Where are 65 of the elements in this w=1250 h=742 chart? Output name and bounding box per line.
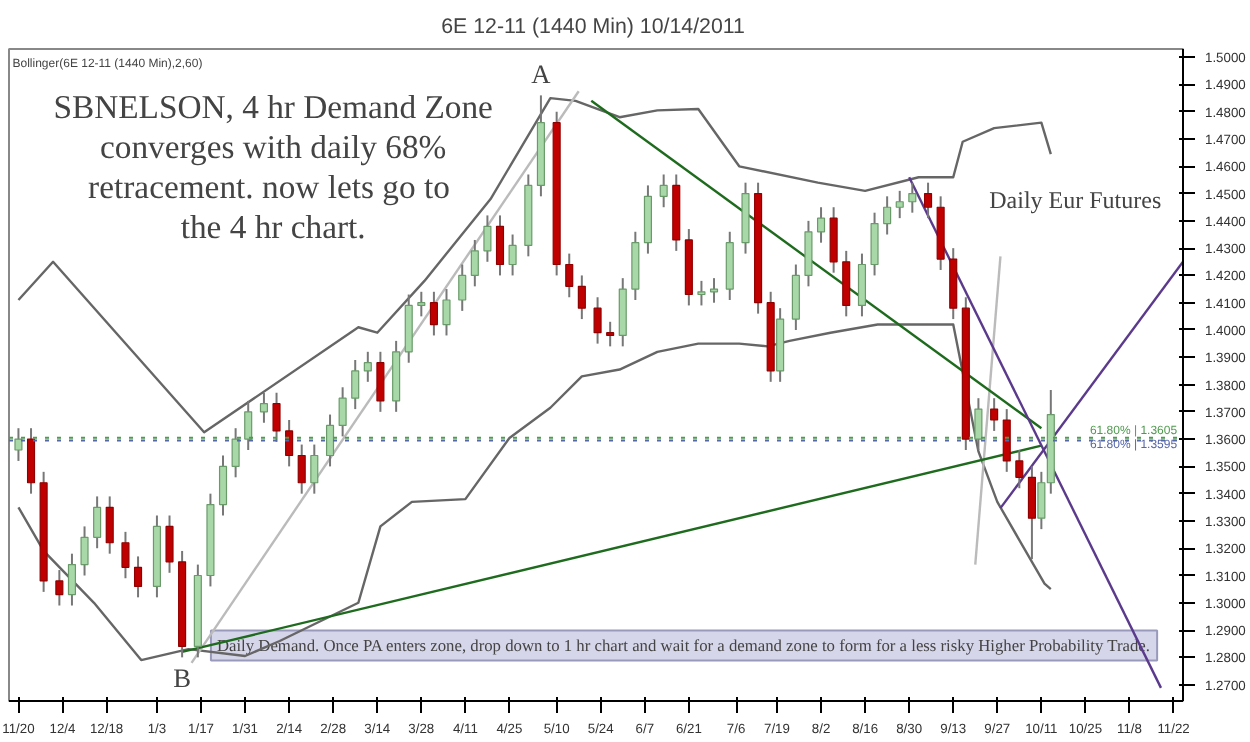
candlestick xyxy=(577,274,586,321)
candlestick xyxy=(338,386,347,438)
candlestick xyxy=(631,230,640,301)
candlestick xyxy=(93,495,102,550)
candlestick xyxy=(272,391,281,443)
candlestick xyxy=(285,419,294,468)
candlestick xyxy=(297,443,306,495)
annotation: Daily Eur Futures xyxy=(989,185,1162,214)
candlestick xyxy=(351,359,360,411)
candlestick xyxy=(857,252,867,318)
candlestick xyxy=(725,230,734,301)
candlestick xyxy=(442,288,451,337)
candlestick xyxy=(470,238,479,288)
candlestick xyxy=(816,206,826,244)
candlestick xyxy=(325,413,335,468)
candlestick xyxy=(363,350,372,383)
candlestick xyxy=(804,219,813,288)
chart-title: 6E 12-11 (1440 Min) 10/14/2011 xyxy=(441,15,746,39)
candlestick xyxy=(231,427,240,479)
annotation: B xyxy=(173,663,192,694)
annotation: SBNELSON, 4 hr Demand Zone converges with daily 68% retracement. now lets go to the 4 hr chart. xyxy=(53,88,493,246)
candlestick xyxy=(842,249,851,318)
candlestick xyxy=(791,263,800,331)
candlestick xyxy=(376,350,385,413)
candlestick xyxy=(697,279,706,307)
candlestick xyxy=(709,277,719,304)
candlestick xyxy=(483,214,492,263)
candlestick xyxy=(883,195,892,236)
candlestick xyxy=(593,296,602,345)
candlestick xyxy=(55,569,64,607)
candlestick xyxy=(259,391,269,424)
candlestick xyxy=(218,454,228,517)
candlestick xyxy=(606,320,615,348)
candlestick xyxy=(133,555,143,599)
candlestick xyxy=(495,214,505,277)
candlestick xyxy=(1015,449,1024,490)
candlestick xyxy=(659,173,668,209)
candlestick xyxy=(1002,408,1011,473)
candlestick xyxy=(895,189,904,220)
candlestick xyxy=(829,206,838,274)
annotation: A xyxy=(531,59,552,90)
candlestick xyxy=(121,530,130,580)
candlestick xyxy=(165,514,174,574)
candlestick xyxy=(14,427,23,462)
candlestick xyxy=(458,263,467,312)
candlestick xyxy=(643,184,652,255)
candlestick xyxy=(310,443,319,495)
candlestick xyxy=(1027,465,1036,561)
candlestick xyxy=(80,525,89,577)
candlestick xyxy=(26,427,36,495)
candlestick xyxy=(404,293,413,364)
line-series xyxy=(17,96,1053,434)
candlestick xyxy=(67,552,77,607)
candlestick xyxy=(923,181,933,220)
candlestick xyxy=(870,211,879,277)
candlestick xyxy=(508,233,517,277)
candlestick xyxy=(974,397,983,452)
candlestick xyxy=(618,277,627,348)
candlestick xyxy=(990,397,999,432)
candlestick xyxy=(429,290,438,337)
candlestick xyxy=(105,495,114,555)
candlestick xyxy=(565,252,574,299)
candlestick xyxy=(908,181,917,214)
candlestick xyxy=(417,290,426,318)
candlestick xyxy=(244,399,253,452)
